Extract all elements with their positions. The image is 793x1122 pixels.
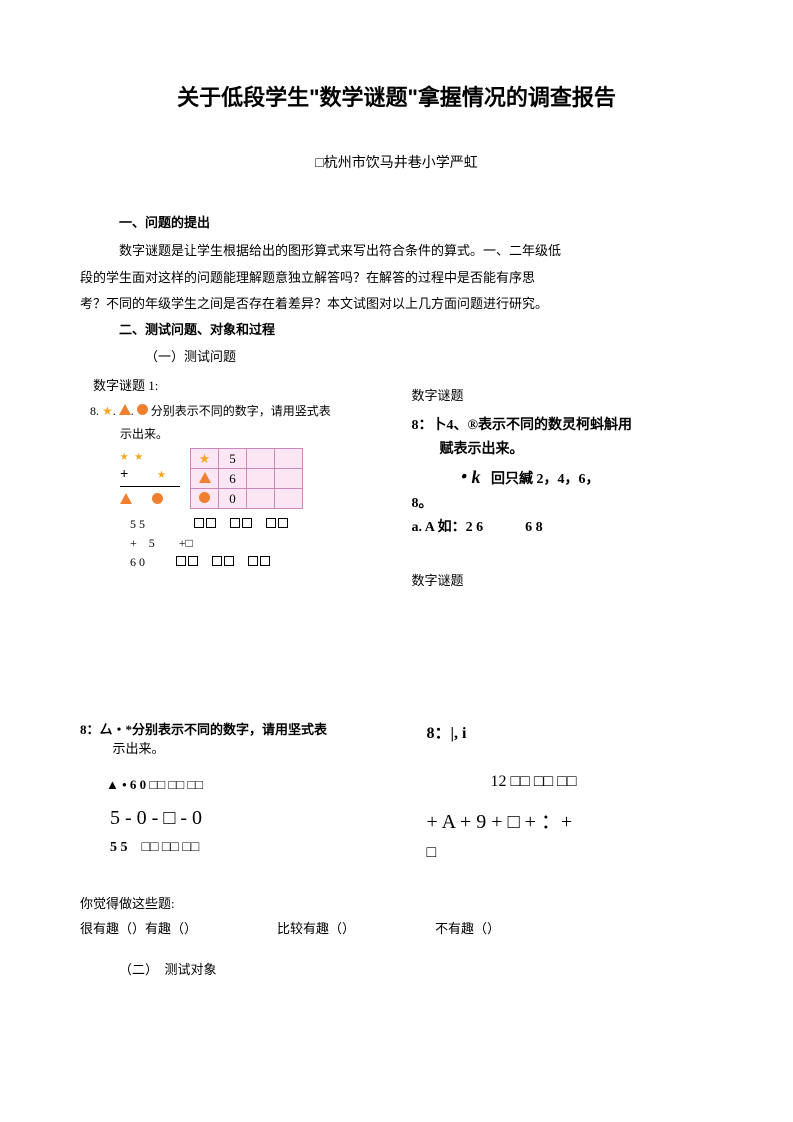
- author-line: □杭州市饮马井巷小学严虹: [80, 152, 713, 172]
- box-icon: [278, 518, 288, 528]
- circle-icon: [199, 492, 210, 503]
- puzzle1-question-2: 示出来。: [120, 425, 382, 442]
- puzzle3-col: 8：厶・*分别表示不同的数字，请用坚式表 示出来。 ▲ • 6 0 □□ □□ …: [80, 719, 367, 862]
- cell: 0: [219, 489, 247, 509]
- box-icon: [212, 556, 222, 566]
- row2: + 5 +□: [130, 534, 382, 553]
- puzzle1-figure: ★ ★ + ★ ★ 5 6 0: [120, 448, 382, 509]
- p2-line5: a. A 如：2 6 6 8: [412, 516, 714, 540]
- rule-line: [120, 486, 180, 487]
- puzzle1-col: 数字谜题 1: 8. ★. . 分别表示不同的数字，请用竖式表 示出来。 ★ ★ …: [80, 375, 382, 599]
- survey-block: 你觉得做这些题: 很有趣（）有趣（） 比较有趣（） 不有趣（）: [80, 892, 713, 941]
- p2-line3: ・k 回只緘 2，4，6，: [412, 462, 714, 493]
- survey-opt2[interactable]: 比较有趣（）: [277, 917, 355, 942]
- p2-line1: 8：卜4、®表示不同的数灵柯蚪斛用: [412, 414, 714, 438]
- circle-icon: [137, 404, 148, 415]
- puzzle2-body: 8：卜4、®表示不同的数灵柯蚪斛用 赋表示出来。 ・k 回只緘 2，4，6， 8…: [412, 414, 714, 540]
- para-2: 段的学生面对这样的问题能理解题意独立解答吗？在解答的过程中是否能有序思: [80, 266, 713, 291]
- box-icon: [260, 556, 270, 566]
- star-icon: ★: [199, 451, 211, 466]
- survey-opt1[interactable]: 很有趣（）有趣（）: [80, 917, 197, 942]
- triangle-icon: [120, 493, 132, 504]
- triangle-icon: [119, 404, 131, 415]
- triangle-icon: [199, 472, 211, 483]
- vertical-addition: ★ ★ + ★: [120, 448, 180, 509]
- p3-line4: 5 5 □□ □□ □□: [110, 836, 367, 856]
- plus-sign: +: [120, 466, 128, 484]
- survey-options: 很有趣（）有趣（） 比较有趣（） 不有趣（）: [80, 917, 713, 942]
- row1-nums: 5 5: [130, 517, 145, 531]
- p4-line1: 8：|, i: [427, 719, 714, 743]
- puzzle-row-2: 8：厶・*分别表示不同的数字，请用坚式表 示出来。 ▲ • 6 0 □□ □□ …: [80, 719, 713, 862]
- puzzle-row-1: 数字谜题 1: 8. ★. . 分别表示不同的数字，请用竖式表 示出来。 ★ ★ …: [80, 375, 713, 599]
- puzzle4-col: 8：|, i 12 □□ □□ □□ + A + 9 + □ + ：+ □: [427, 719, 714, 862]
- box-icon: [266, 518, 276, 528]
- p3-line3: ▲ • 6 0 □□ □□ □□: [80, 777, 367, 793]
- star-icon: ★: [134, 448, 142, 466]
- box-icon: [242, 518, 252, 528]
- box-icon: [224, 556, 234, 566]
- puzzle2-col: 数字谜题 8：卜4、®表示不同的数灵柯蚪斛用 赋表示出来。 ・k 回只緘 2，4…: [412, 375, 714, 599]
- star-icon: ★: [102, 404, 113, 418]
- para-3: 考？不同的年级学生之间是否存在着差异？本文试图对以上几方面问题进行研究。: [80, 292, 713, 317]
- box-icon: [188, 556, 198, 566]
- p2-line4: 8。: [412, 492, 714, 516]
- p4-line3: □: [427, 844, 714, 862]
- subheading-2: （二） 测试对象: [80, 959, 713, 978]
- circle-icon: [152, 493, 163, 504]
- subheading-1: （一）测试问题: [80, 346, 713, 365]
- box-icon: [206, 518, 216, 528]
- p4-formula: + A + 9 + □ + ：+: [427, 805, 714, 834]
- survey-opt3[interactable]: 不有趣（）: [435, 917, 500, 942]
- p3-formula: 5 - 0 - □ - 0: [110, 807, 367, 830]
- puzzle1-question: 8. ★. . 分别表示不同的数字，请用竖式表: [90, 402, 382, 419]
- answer-boxes: 5 5 + 5 +□ 6 0: [130, 515, 382, 573]
- page-title: 关于低段学生"数学谜题"拿握情况的调查报告: [80, 80, 713, 112]
- cell: 5: [219, 449, 247, 469]
- box-icon: [230, 518, 240, 528]
- p4-line2: 12 □□ □□ □□: [427, 773, 714, 791]
- p3-line1: 8：厶・*分别表示不同的数字，请用坚式表: [80, 719, 367, 738]
- section1-heading: 一、问题的提出: [80, 212, 713, 231]
- p3-line2: 示出来。: [80, 738, 367, 757]
- star-icon: ★: [120, 448, 128, 466]
- survey-q: 你觉得做这些题:: [80, 892, 713, 917]
- q8-prefix: 8.: [90, 404, 99, 418]
- puzzle1-label: 数字谜题 1:: [80, 375, 382, 394]
- box-icon: [194, 518, 204, 528]
- p2-line2: 赋表示出来。: [412, 438, 714, 462]
- para-1: 数字谜题是让学生根据给出的图形算式来写出符合条件的算式。一、二年级低: [80, 239, 713, 264]
- box-icon: [248, 556, 258, 566]
- star-icon: ★: [157, 466, 165, 484]
- pink-table: ★ 5 6 0: [190, 448, 303, 509]
- puzzle3-label: 数字谜题: [412, 570, 714, 589]
- box-icon: [176, 556, 186, 566]
- p2-k: ・k: [454, 467, 481, 487]
- cell: 6: [219, 469, 247, 489]
- row3-nums: 6 0: [130, 553, 145, 572]
- puzzle2-label: 数字谜题: [412, 385, 714, 404]
- q8-text: 分别表示不同的数字，请用竖式表: [151, 404, 331, 418]
- section2-heading: 二、测试问题、对象和过程: [80, 319, 713, 338]
- p2-line3b: 回只緘 2，4，6，: [491, 472, 600, 487]
